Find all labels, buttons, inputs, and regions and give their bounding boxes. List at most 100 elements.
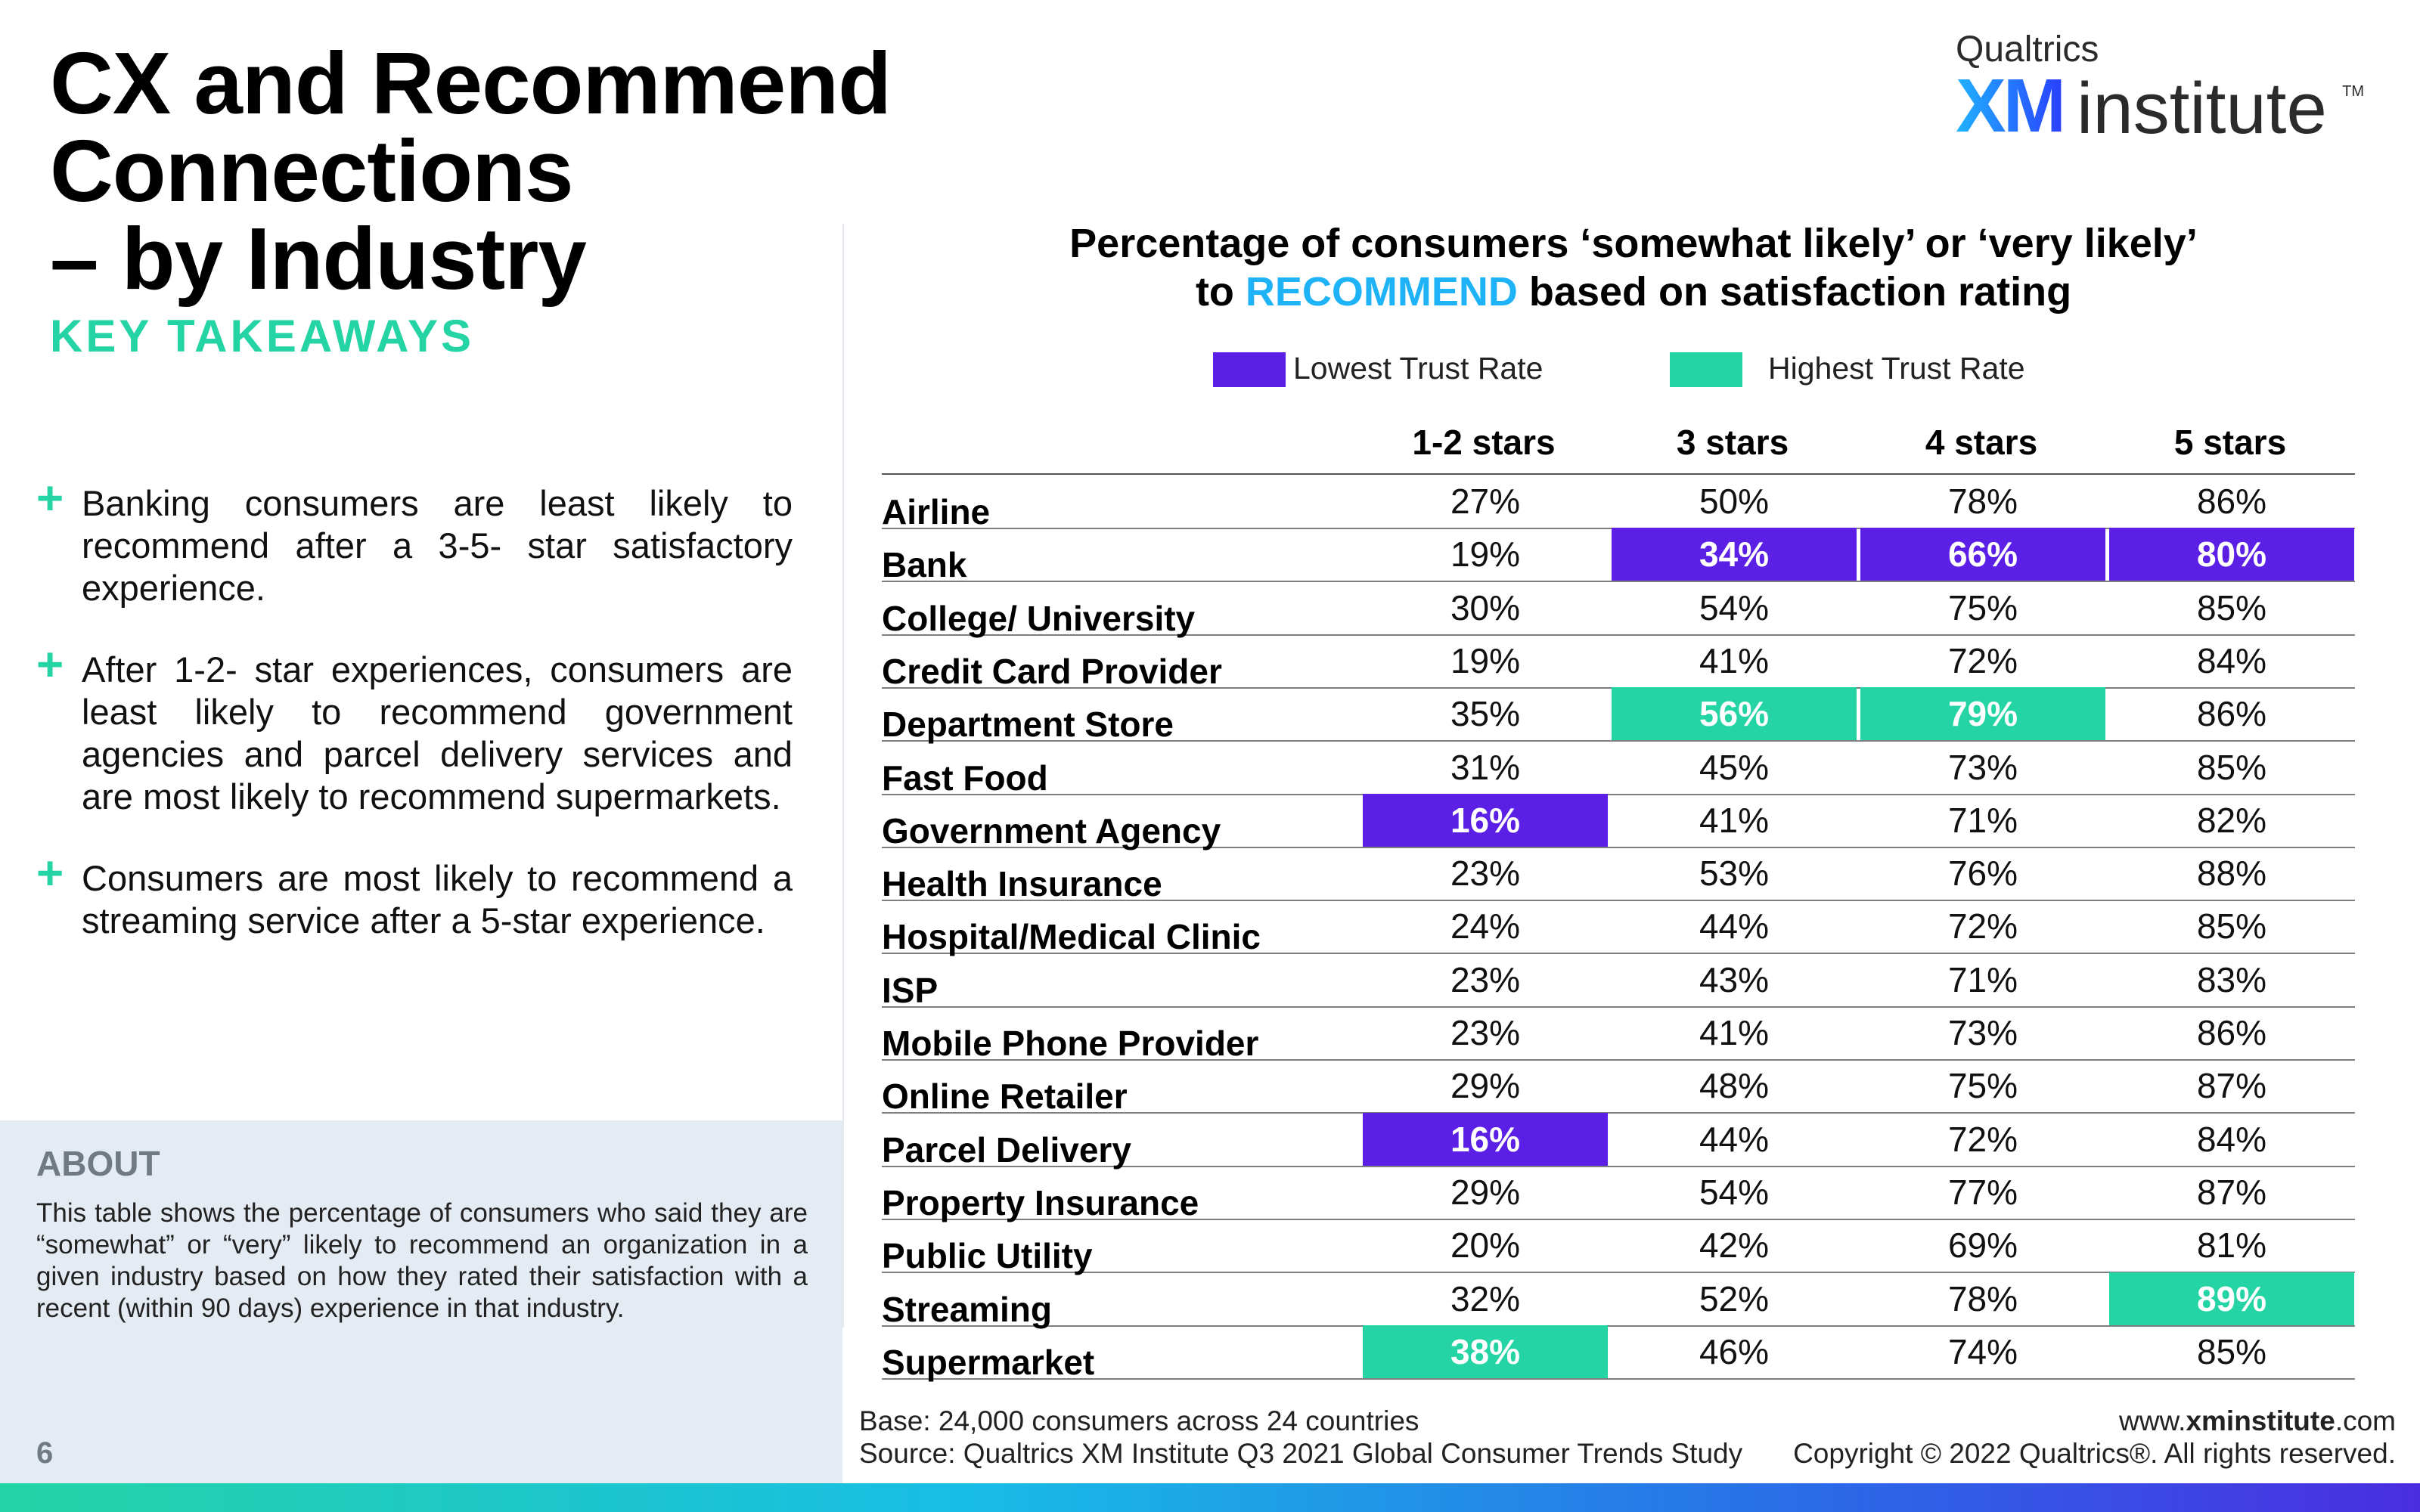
table-cell: 76%	[1947, 854, 2018, 893]
table-row: Bank 19% 34% 66% 80%	[882, 528, 2355, 584]
table-cell: 38%	[1363, 1325, 1608, 1378]
table-cell: 72%	[1947, 641, 2018, 680]
table-cell: 45%	[1699, 748, 1770, 787]
table-cell: 87%	[2196, 1066, 2267, 1105]
url-prefix: www.	[2119, 1405, 2186, 1436]
row-label: Bank	[882, 545, 967, 584]
table-cell: 72%	[1947, 1120, 2018, 1159]
plus-icon: +	[36, 472, 64, 525]
table-cell: 27%	[1450, 482, 1521, 521]
column-header: 1-2 stars	[1412, 423, 1556, 462]
table-row: Online Retailer 29% 48% 75% 87%	[882, 1059, 2355, 1116]
table-row: Health Insurance 23% 53% 76% 88%	[882, 847, 2355, 903]
table-row: Airline 27% 50% 78% 86%	[882, 475, 2355, 531]
table-cell: 29%	[1450, 1066, 1521, 1105]
table-cell: 75%	[1947, 1066, 2018, 1105]
table-cell: 78%	[1947, 482, 2018, 521]
table-row: Credit Card Provider 19% 41% 72% 84%	[882, 634, 2355, 691]
table-cell: 72%	[1947, 906, 2018, 946]
plus-icon: +	[36, 639, 64, 691]
takeaway-text: After 1-2- star experiences, consumers a…	[82, 649, 793, 816]
table-cell: 74%	[1947, 1332, 2018, 1371]
table-cell: 24%	[1450, 906, 1521, 946]
table-cell: 84%	[2196, 1120, 2267, 1159]
chart-title-line2: to RECOMMEND based on satisfaction ratin…	[892, 268, 2375, 316]
legend-swatch-highest	[1670, 352, 1742, 387]
table-cell: 54%	[1699, 588, 1770, 627]
column-header: 4 stars	[1925, 423, 2038, 462]
table-cell: 86%	[2196, 694, 2267, 733]
copyright-text: Copyright © 2022 Qualtrics®. All rights …	[1793, 1438, 2396, 1469]
table-cell: 71%	[1947, 801, 2018, 840]
page-title-line1: CX and Recommend Connections	[50, 34, 892, 220]
table-cell: 34%	[1612, 528, 1857, 581]
table-cell: 43%	[1699, 960, 1770, 999]
table-cell: 86%	[2196, 482, 2267, 521]
table-cell: 16%	[1363, 794, 1608, 847]
column-header: 5 stars	[2173, 423, 2287, 462]
table-row: ISP 23% 43% 71% 83%	[882, 953, 2355, 1010]
source-note: Base: 24,000 consumers across 24 countri…	[859, 1405, 1742, 1470]
table-cell: 75%	[1947, 588, 2018, 627]
table-row: Public Utility 20% 42% 69% 81%	[882, 1219, 2355, 1275]
logo-tm-mark: TM	[2342, 83, 2364, 100]
table-cell: 41%	[1699, 801, 1770, 840]
row-label: Hospital/Medical Clinic	[882, 917, 1261, 956]
table-cell: 77%	[1947, 1173, 2018, 1212]
table-row: College/ University 30% 54% 75% 85%	[882, 581, 2355, 638]
chart-title-post: based on satisfaction rating	[1517, 269, 2072, 314]
website-link[interactable]: www.xminstitute.com	[1793, 1405, 2396, 1437]
chart-title-highlight: RECOMMEND	[1245, 269, 1518, 314]
row-label: Government Agency	[882, 811, 1221, 850]
row-label: Supermarket	[882, 1343, 1095, 1382]
url-domain: xminstitute	[2186, 1405, 2335, 1436]
row-label: Health Insurance	[882, 864, 1162, 903]
table-cell: 66%	[1860, 528, 2105, 581]
row-label: ISP	[882, 971, 939, 1010]
page-number: 6	[36, 1436, 54, 1470]
row-label: Fast Food	[882, 758, 1048, 798]
table-top-rule	[882, 473, 2355, 475]
table-cell: 84%	[2196, 641, 2267, 680]
table-cell: 48%	[1699, 1066, 1770, 1105]
row-label: Streaming	[882, 1290, 1052, 1329]
table-cell: 79%	[1860, 687, 2105, 740]
takeaway-item: + Consumers are most likely to recommend…	[36, 850, 793, 942]
key-takeaways-list: + Banking consumers are least likely to …	[36, 476, 793, 981]
table-cell: 82%	[2196, 801, 2267, 840]
table-cell: 50%	[1699, 482, 1770, 521]
row-label: Property Insurance	[882, 1183, 1199, 1222]
qualtrics-xm-institute-logo: Qualtrics XM institute TM	[1956, 29, 2364, 150]
table-cell: 19%	[1450, 641, 1521, 680]
about-panel: ABOUT This table shows the percentage of…	[0, 1120, 842, 1485]
vertical-divider	[842, 224, 844, 1328]
table-cell: 73%	[1947, 1013, 2018, 1052]
table-cell: 30%	[1450, 588, 1521, 627]
logo-xm-text: XM	[1956, 64, 2066, 148]
chart-title: Percentage of consumers ‘somewhat likely…	[892, 219, 2375, 316]
source-text: Source: Qualtrics XM Institute Q3 2021 G…	[859, 1438, 1743, 1469]
table-cell: 71%	[1947, 960, 2018, 999]
table-cell: 85%	[2196, 1332, 2267, 1371]
logo-institute-text: institute	[2077, 68, 2327, 149]
table-cell: 20%	[1450, 1225, 1521, 1265]
table-cell: 80%	[2109, 528, 2354, 581]
row-label: Mobile Phone Provider	[882, 1024, 1259, 1063]
takeaway-text: Consumers are most likely to recommend a…	[82, 858, 793, 940]
copyright-block: www.xminstitute.com Copyright © 2022 Qua…	[1793, 1405, 2396, 1470]
row-label: Airline	[882, 492, 991, 531]
about-text: This table shows the percentage of consu…	[36, 1198, 808, 1323]
table-cell: 78%	[1947, 1279, 2018, 1318]
table-cell: 88%	[2196, 854, 2267, 893]
table-cell: 52%	[1699, 1279, 1770, 1318]
table-row: Mobile Phone Provider 23% 41% 73% 86%	[882, 1006, 2355, 1063]
table-cell: 87%	[2196, 1173, 2267, 1212]
row-label: Online Retailer	[882, 1077, 1128, 1116]
table-row: Supermarket 38% 46% 74% 85%	[882, 1325, 2355, 1382]
legend-label-highest: Highest Trust Rate	[1768, 351, 2025, 386]
table-cell: 85%	[2196, 588, 2267, 627]
table-cell: 29%	[1450, 1173, 1521, 1212]
table-row: Government Agency 16% 41% 71% 82%	[882, 794, 2355, 850]
table-cell: 23%	[1450, 854, 1521, 893]
table-cell: 56%	[1612, 687, 1857, 740]
